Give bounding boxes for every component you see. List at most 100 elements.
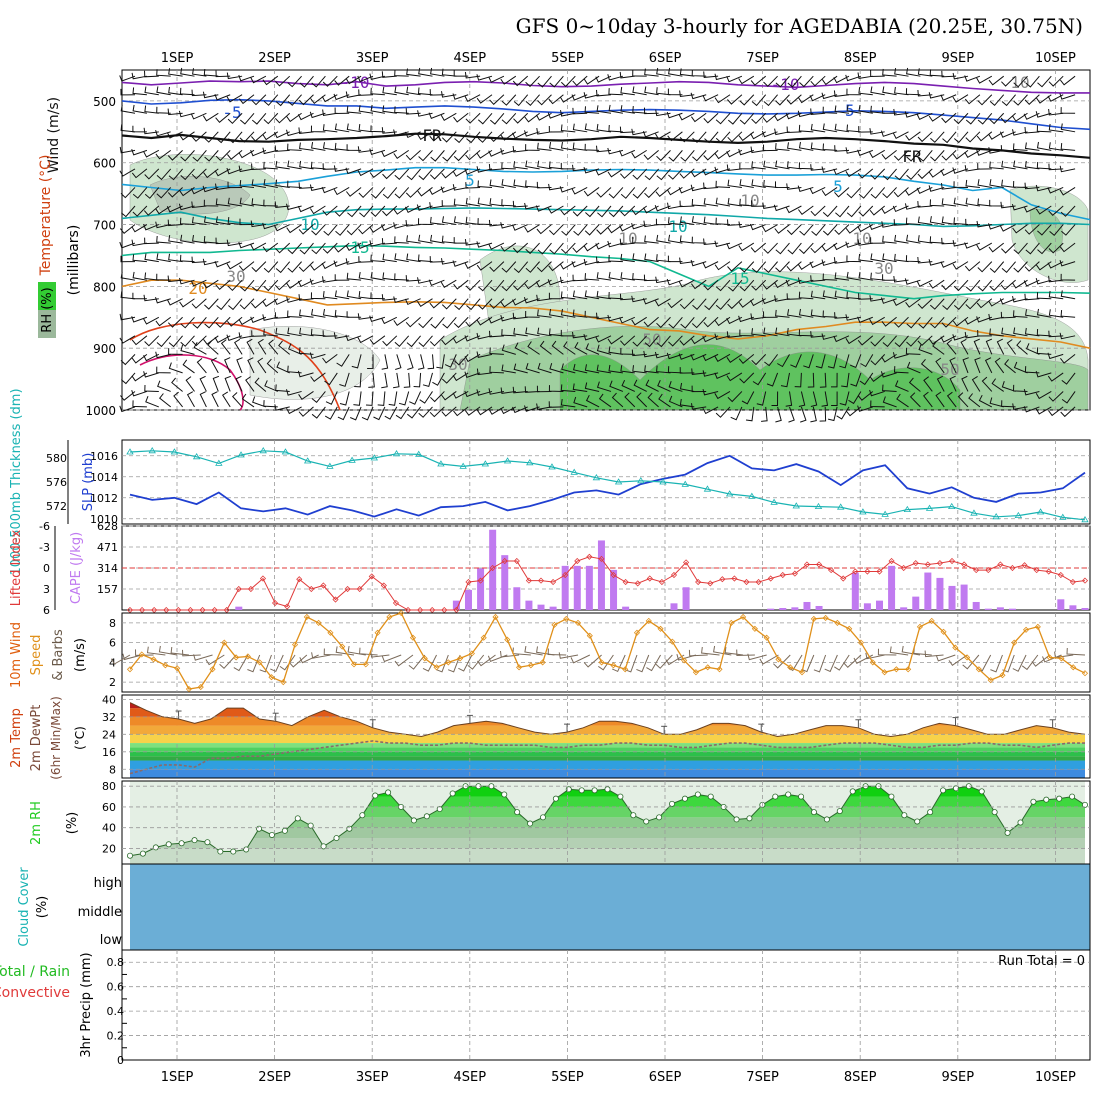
wind-barb: [278, 340, 291, 355]
wind-barb: [1048, 275, 1064, 283]
wind-speed-marker: [563, 615, 570, 622]
wind-barb: [774, 295, 790, 302]
temp-line: [129, 702, 1086, 738]
thickness-marker: [703, 485, 712, 492]
thickness-marker: [948, 502, 956, 509]
thickness-tick: 580: [46, 452, 67, 465]
wind-barb: [132, 400, 147, 408]
wind-barb: [119, 405, 136, 413]
thickness-marker: [503, 457, 512, 464]
wind-barb: [881, 149, 897, 160]
cape-tick: 157: [97, 583, 118, 596]
wind-barb: [167, 187, 183, 198]
wind-barb: [988, 75, 1005, 86]
wind-barb: [679, 200, 695, 208]
wind-barb: [537, 142, 552, 151]
wind-barb: [430, 150, 445, 162]
wind-barb: [1061, 224, 1076, 236]
wind-barb: [336, 354, 350, 367]
surface-wind-barb: [688, 649, 708, 657]
cape-bar: [900, 607, 908, 610]
wind-barb: [952, 316, 969, 327]
wind-barb: [346, 224, 362, 236]
wind-barb: [202, 279, 219, 289]
wind-barb: [252, 396, 267, 408]
wind-barb: [476, 316, 493, 326]
wind-barb: [346, 123, 362, 133]
cloud-ylabel-1: Cloud Cover: [17, 867, 32, 947]
surface-wind-barb: [524, 646, 543, 656]
wind-barb: [786, 328, 802, 337]
wind-barb: [584, 106, 600, 114]
wind-barb: [132, 254, 147, 263]
wind-barb: [656, 254, 671, 263]
wind-barb: [785, 112, 802, 120]
wind-barb: [968, 393, 981, 408]
wind-barb: [976, 316, 992, 323]
wind-barb: [608, 364, 623, 374]
wind-barb: [596, 364, 612, 374]
surface-wind-barb: [676, 654, 697, 661]
wind-speed-marker: [763, 634, 770, 641]
wind-barb: [441, 216, 457, 226]
upper-air-y-tick: 600: [93, 157, 116, 171]
wind-barb: [917, 131, 933, 143]
wind-barb: [171, 377, 183, 392]
wind-barb: [822, 106, 838, 114]
bottom-day-label: 3SEP: [356, 1070, 389, 1085]
wind-barb: [977, 329, 992, 337]
wind-barb: [274, 201, 290, 208]
wind-barb: [358, 124, 374, 133]
wind-barb: [536, 294, 552, 302]
lifted-marker: [815, 561, 823, 568]
wind-barb: [834, 272, 850, 281]
wind-barb: [369, 335, 386, 345]
wind-barb: [1059, 260, 1076, 267]
lifted-marker: [1057, 571, 1064, 579]
wind-barb: [1023, 112, 1040, 120]
wind-barb: [680, 316, 695, 329]
wind-barb: [691, 368, 707, 375]
surface-wind-barb: [500, 650, 520, 658]
wind-barb: [251, 198, 266, 207]
wind-barb: [298, 261, 314, 273]
wind-barb: [1048, 406, 1064, 417]
wind-barb: [464, 390, 481, 398]
rh-marker: [527, 820, 534, 827]
wind-barb: [821, 166, 838, 173]
wind-barb: [745, 406, 755, 422]
wind-barb: [144, 253, 159, 263]
wind-barb: [821, 187, 838, 197]
wind-barb: [333, 93, 350, 101]
wind-barb: [621, 379, 636, 392]
wind-barb: [644, 365, 659, 374]
wind-barb: [144, 70, 159, 78]
wind-barb: [858, 253, 873, 263]
wind-barb: [1012, 129, 1028, 136]
temp-fill-band: [130, 702, 1085, 709]
cape-bar: [888, 565, 896, 610]
wind-barb: [786, 261, 802, 272]
rh-marker: [1056, 795, 1063, 802]
lifted-marker: [670, 571, 678, 579]
wind-barb: [727, 261, 743, 272]
wind-barb: [477, 279, 493, 292]
wind-barb: [905, 217, 921, 226]
wind-speed-marker: [846, 625, 853, 632]
wind-barb: [311, 75, 326, 88]
rh-marker: [552, 795, 559, 802]
wind-barb: [1004, 359, 1016, 374]
wind-barb: [120, 291, 136, 300]
wind-barb: [1060, 143, 1076, 151]
wind-barb: [965, 298, 981, 310]
wind-barb: [381, 71, 397, 78]
wind-barb: [750, 242, 767, 253]
wind-barb: [406, 253, 421, 263]
wind-barb: [535, 205, 552, 212]
wind-barb: [215, 316, 231, 328]
lifted-marker: [936, 560, 944, 567]
lifted-marker: [1045, 568, 1052, 575]
wind-barb: [180, 344, 195, 355]
wind-barb: [196, 358, 207, 374]
wind-barb: [1025, 343, 1040, 355]
